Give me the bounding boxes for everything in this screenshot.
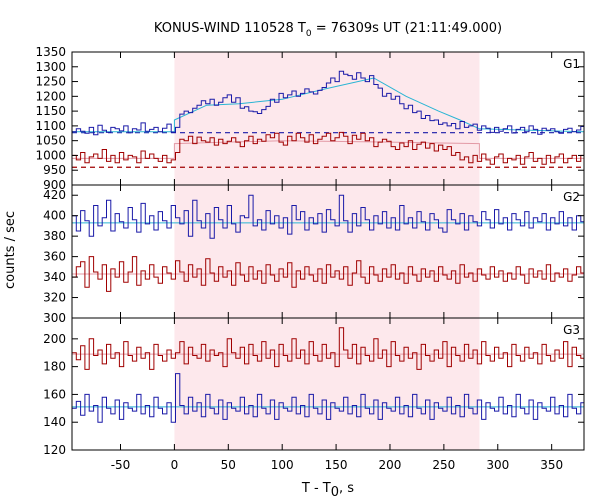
x-tick-label: 300	[486, 458, 509, 472]
y-tick-label: 360	[43, 250, 66, 264]
burst-interval-shading	[174, 52, 480, 185]
x-tick-label: 50	[221, 458, 236, 472]
panel-label: G3	[563, 323, 580, 337]
x-tick-label: 150	[325, 458, 348, 472]
burst-interval-shading	[174, 185, 480, 318]
y-tick-label: 1250	[35, 75, 66, 89]
y-tick-label: 1050	[35, 134, 66, 148]
fit-line-pink	[72, 140, 584, 159]
y-tick-label: 180	[43, 360, 66, 374]
y-tick-label: 1150	[35, 104, 66, 118]
y-tick-label: 1000	[35, 148, 66, 162]
lightcurve-blue	[72, 373, 584, 423]
y-tick-label: 400	[43, 209, 66, 223]
lightcurve-red	[72, 327, 584, 370]
panel-g2: 300 320 340 360 380 400 420 G2	[43, 184, 585, 325]
y-tick-label: 320	[43, 291, 66, 305]
y-tick-label: 1350	[35, 45, 66, 59]
y-tick-label: 200	[43, 332, 66, 346]
y-tick-label: 420	[43, 188, 66, 202]
lightcurve-red	[72, 256, 584, 292]
panel-label: G1	[563, 57, 580, 71]
lightcurve-red	[72, 131, 584, 165]
panel-g3: 120 140 160 180 200 -50 0 50 100 150 200 250 300 350 G…	[43, 317, 585, 472]
x-tick-label: 0	[171, 458, 179, 472]
y-tick-label: 140	[43, 415, 66, 429]
burst-interval-shading	[174, 318, 480, 450]
y-tick-label: 900	[43, 178, 66, 192]
y-tick-label: 1200	[35, 89, 66, 103]
panel-label: G2	[563, 190, 580, 204]
panel-frame	[71, 317, 585, 451]
y-tick-label: 1300	[35, 60, 66, 74]
x-tick-label: -50	[111, 458, 131, 472]
lightcurve-blue	[72, 70, 584, 136]
fit-line-cyan	[72, 77, 585, 133]
y-axis-label: counts / sec	[3, 211, 18, 289]
chart-panels: 90095010001050110011501200125013001350G1…	[35, 45, 585, 472]
y-tick-label: 950	[43, 163, 66, 177]
x-tick-label: 100	[271, 458, 294, 472]
y-tick-label: 160	[43, 387, 66, 401]
x-tick-label: 350	[540, 458, 563, 472]
y-tick-label: 120	[43, 443, 66, 457]
chart-title: KONUS-WIND 110528 T0 = 76309s UT (21:11:…	[154, 21, 502, 39]
y-tick-label: 380	[43, 229, 66, 243]
y-tick-label: 340	[43, 270, 66, 284]
x-axis-label: T - T0, s	[301, 481, 354, 500]
lightcurve-blue	[72, 194, 584, 239]
y-tick-label: 1100	[35, 119, 66, 133]
y-tick-label: 300	[43, 311, 66, 325]
x-tick-label: 200	[379, 458, 402, 472]
x-tick-label: 250	[432, 458, 455, 472]
